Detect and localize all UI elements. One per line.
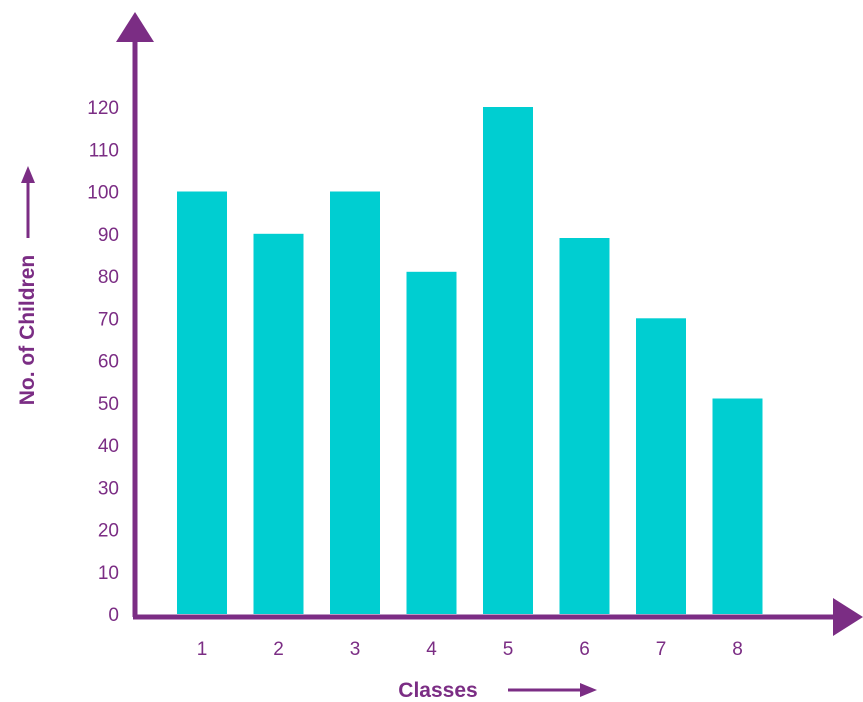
- bar-class-5: [483, 107, 533, 614]
- x-label-arrow-icon: [508, 683, 597, 697]
- y-tick-label: 110: [89, 140, 119, 161]
- x-tick-label: 3: [350, 639, 361, 660]
- y-tick-label: 90: [98, 225, 119, 246]
- x-tick-label: 1: [197, 639, 208, 660]
- y-axis-arrow-icon: [116, 12, 154, 42]
- x-axis-label: Classes: [398, 679, 477, 702]
- x-tick-label: 8: [732, 639, 743, 660]
- bar-class-3: [330, 191, 380, 614]
- x-tick-label: 4: [426, 639, 437, 660]
- y-tick-label: 20: [98, 521, 119, 542]
- y-tick-label: 0: [108, 605, 119, 626]
- x-tick-labels: 1 2 3 4 5 6 7 8: [197, 639, 743, 660]
- x-tick-label: 2: [273, 639, 284, 660]
- y-tick-label: 70: [98, 309, 119, 330]
- bar-class-4: [406, 271, 457, 614]
- y-tick-label: 30: [98, 478, 119, 499]
- bar-class-1: [177, 191, 227, 614]
- bar-class-6: [559, 238, 610, 614]
- x-tick-label: 6: [579, 639, 590, 660]
- y-label-arrow-icon: [21, 166, 35, 238]
- bars-group: [177, 107, 763, 615]
- bar-class-7: [636, 318, 686, 615]
- y-tick-labels: 0 10 20 30 40 50 60 70 80 90 100 110 120: [87, 98, 119, 626]
- bar-class-2: [253, 233, 304, 615]
- x-tick-label: 5: [503, 639, 514, 660]
- bar-class-8: [712, 398, 763, 614]
- y-tick-label: 50: [98, 394, 119, 415]
- y-axis-label: No. of Children: [16, 255, 39, 406]
- y-tick-label: 100: [87, 183, 119, 204]
- y-tick-label: 80: [98, 267, 119, 288]
- y-tick-label: 40: [98, 436, 119, 457]
- x-axis-arrow-icon: [833, 598, 863, 636]
- x-tick-label: 7: [656, 639, 667, 660]
- y-tick-label: 60: [98, 352, 119, 373]
- y-tick-label: 10: [98, 563, 119, 584]
- y-tick-label: 120: [87, 98, 119, 119]
